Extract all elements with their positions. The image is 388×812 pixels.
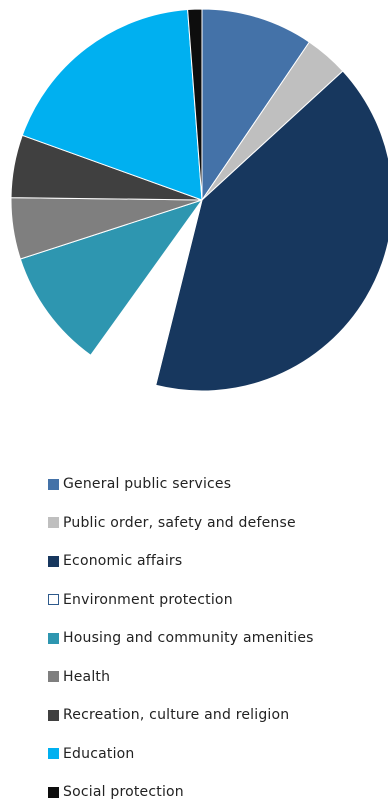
legend-label: General public services [63,476,232,493]
pie-chart [10,8,388,392]
pie-slice-social-protection [187,8,203,201]
legend-item-general-public-services: General public services [48,465,388,504]
pie-slice-economic-affairs [155,70,388,392]
legend-item-health: Health [48,658,388,697]
legend-label: Economic affairs [63,553,183,570]
legend-item-housing: Housing and community amenities [48,619,388,658]
legend-swatch [48,594,59,606]
legend-swatch [48,671,59,683]
legend-item-social-protection: Social protection [48,773,388,812]
legend-item-public-order: Public order, safety and defense [48,504,388,543]
legend-swatch [48,478,59,490]
legend-item-environment-protection: Environment protection [48,581,388,620]
legend-item-economic-affairs: Economic affairs [48,542,388,581]
pie-slice-housing-and-community-amenities [19,199,204,356]
legend-label: Social protection [63,784,184,801]
legend-swatch [48,555,59,567]
legend-label: Education [63,745,135,762]
legend-swatch [48,517,59,529]
pie-slice-general-public-services [201,8,311,202]
legend-swatch [48,632,59,644]
legend-swatch [48,709,59,721]
legend-label: Housing and community amenities [63,630,314,647]
legend-label: Health [63,668,111,685]
legend-swatch [48,748,59,760]
legend-label: Public order, safety and defense [63,514,296,531]
legend-item-recreation: Recreation, culture and religion [48,696,388,735]
legend-label: Environment protection [63,591,233,608]
legend-item-education: Education [48,735,388,774]
pie-slice-education [21,9,203,201]
legend-label: Recreation, culture and religion [63,707,290,724]
legend-swatch [48,786,59,798]
chart-legend: General public services Public order, sa… [48,465,388,812]
